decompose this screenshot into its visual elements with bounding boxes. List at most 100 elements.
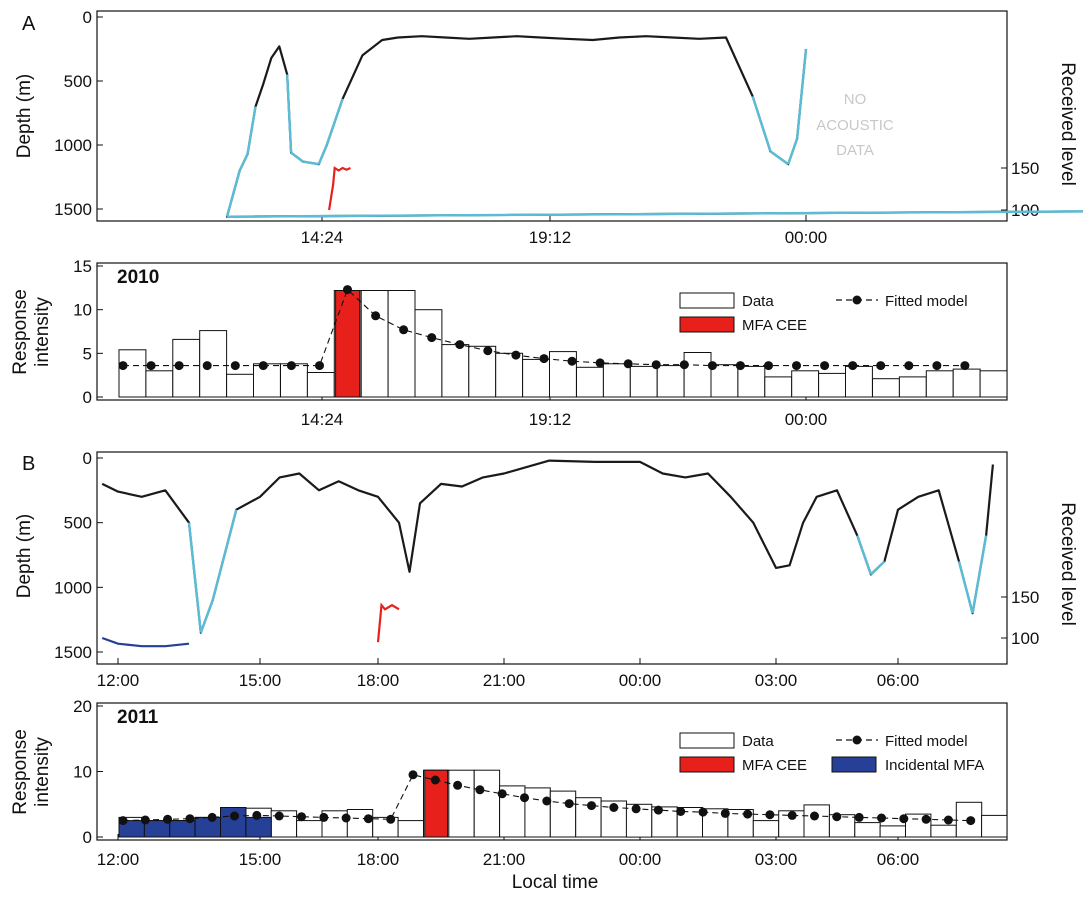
legend-b-cee-label: MFA CEE bbox=[742, 757, 807, 774]
data-bar bbox=[629, 365, 658, 398]
depth-frame-b bbox=[96, 451, 1008, 665]
depth-ytick-label-b: 0 bbox=[83, 449, 92, 468]
legend-a-data-swatch bbox=[679, 292, 735, 309]
legend-a-fitted-label: Fitted model bbox=[885, 293, 968, 310]
bar-xtick-label-b: 12:00 bbox=[97, 850, 140, 869]
fitted-model-point bbox=[319, 812, 329, 822]
depth-ytick-label-b: 1000 bbox=[54, 578, 92, 597]
fitted-model-point bbox=[904, 361, 914, 371]
depth-xtick-label-b: 00:00 bbox=[619, 671, 662, 690]
bar-xtick-label-b: 06:00 bbox=[877, 850, 920, 869]
response-ylabel-a-line2: intensity bbox=[32, 297, 53, 367]
data-bar bbox=[468, 345, 497, 398]
depth-ytick-label-b: 1500 bbox=[54, 643, 92, 662]
panel-label-a: A bbox=[22, 13, 36, 35]
fitted-model-point bbox=[453, 780, 463, 790]
fitted-model-point bbox=[185, 814, 195, 824]
foraging-segment bbox=[290, 151, 304, 163]
foraging-segment bbox=[285, 74, 293, 153]
bar-ytick-label-b: 10 bbox=[73, 763, 92, 782]
bar-xtick-label-b: 15:00 bbox=[239, 850, 282, 869]
data-bar bbox=[845, 365, 873, 398]
legend-b-cee-swatch bbox=[679, 756, 735, 773]
depth-xtick-label-a: 19:12 bbox=[529, 228, 572, 247]
fitted-model-point bbox=[408, 770, 418, 780]
fitted-model-point bbox=[315, 361, 324, 371]
bar-ytick-label-a: 10 bbox=[73, 301, 92, 320]
depth-xtick-label-b: 06:00 bbox=[877, 671, 920, 690]
fitted-model-point bbox=[118, 361, 128, 371]
fitted-model-point bbox=[475, 785, 485, 795]
foraging-segment bbox=[769, 150, 789, 166]
fitted-model-point bbox=[286, 361, 296, 371]
foraging-segment bbox=[187, 522, 203, 633]
fitted-model-point bbox=[274, 811, 284, 821]
fitted-model-point bbox=[743, 809, 753, 819]
fitted-model-point bbox=[787, 810, 797, 820]
response-ylabel-b-line1: Response bbox=[10, 729, 31, 815]
foraging-segment bbox=[211, 509, 238, 601]
fitted-model-point bbox=[854, 812, 864, 822]
data-bar bbox=[764, 376, 793, 398]
fitted-model-point bbox=[483, 346, 493, 356]
fitted-model-point bbox=[427, 333, 437, 343]
foraging-segment bbox=[971, 535, 988, 614]
incidental-mfa-bar bbox=[245, 816, 272, 838]
fitted-model-point bbox=[511, 350, 521, 360]
depth-xtick-label-b: 03:00 bbox=[755, 671, 798, 690]
data-bar bbox=[524, 787, 551, 838]
bar-xtick-label-b: 03:00 bbox=[755, 850, 798, 869]
data-bar bbox=[710, 364, 739, 398]
data-bar bbox=[752, 820, 780, 838]
dive-profile-line bbox=[101, 459, 994, 634]
data-bar bbox=[414, 309, 443, 398]
bar-ytick-label-a: 15 bbox=[73, 257, 92, 276]
data-bar bbox=[854, 822, 881, 838]
fitted-model-point bbox=[932, 361, 942, 371]
fitted-model-point bbox=[876, 361, 886, 371]
fitted-model-point bbox=[174, 361, 184, 371]
fitted-model-point bbox=[252, 810, 262, 820]
depth-ytick-label-a: 1500 bbox=[54, 200, 92, 219]
fitted-model-point bbox=[653, 805, 663, 815]
fitted-model-point bbox=[118, 816, 128, 826]
received-level-line bbox=[376, 602, 400, 643]
data-bar bbox=[145, 370, 174, 398]
fitted-model-point bbox=[430, 775, 440, 785]
rl-ytick-label-b: 150 bbox=[1011, 588, 1039, 607]
legend-a-cee-swatch bbox=[679, 316, 735, 333]
fitted-model-point bbox=[631, 804, 641, 814]
rl-ytick-label-a: 100 bbox=[1011, 201, 1039, 220]
mfa-cee-bar bbox=[424, 769, 449, 838]
response-ylabel-a-line1: Response bbox=[10, 289, 31, 375]
fitted-model-point bbox=[720, 808, 730, 818]
data-bar bbox=[898, 376, 927, 398]
no-acoustic-line1: NO bbox=[844, 91, 867, 108]
data-bar bbox=[495, 352, 524, 398]
data-bar bbox=[930, 824, 957, 838]
fitted-model-point bbox=[764, 361, 773, 371]
data-bar bbox=[925, 370, 954, 398]
fitted-model-point bbox=[140, 815, 150, 825]
no-acoustic-line3: DATA bbox=[836, 142, 874, 159]
fitted-model-point bbox=[520, 793, 529, 803]
depth-xtick-label-a: 00:00 bbox=[785, 228, 828, 247]
data-bar bbox=[270, 810, 298, 838]
foraging-segment bbox=[795, 48, 808, 139]
bar-xtick-label-b: 21:00 bbox=[483, 850, 526, 869]
data-bar bbox=[522, 358, 550, 398]
data-bar bbox=[118, 349, 147, 398]
data-bar bbox=[253, 363, 281, 398]
foraging-segment bbox=[246, 106, 257, 155]
foraging-segment bbox=[317, 144, 328, 165]
legend-b-incidental-label: Incidental MFA bbox=[885, 757, 984, 774]
foraging-segment bbox=[225, 170, 241, 217]
depth-xtick-label-b: 21:00 bbox=[483, 671, 526, 690]
received-level-label-a: Received level bbox=[1057, 62, 1078, 186]
depth-ytick-label-a: 1000 bbox=[54, 136, 92, 155]
data-bar bbox=[360, 290, 389, 398]
depth-ytick-label-b: 500 bbox=[64, 514, 92, 533]
fitted-model-point bbox=[899, 814, 909, 824]
dive-profile-line bbox=[225, 35, 1083, 218]
